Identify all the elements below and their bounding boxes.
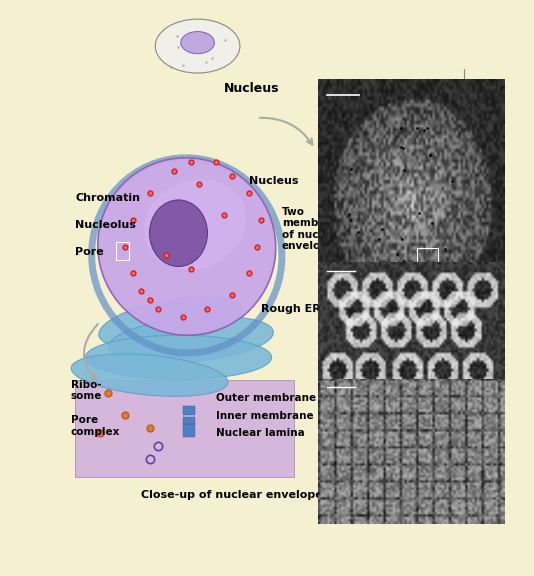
Text: 1 μm: 1 μm	[323, 119, 348, 129]
Text: Inner membrane: Inner membrane	[216, 411, 313, 420]
Ellipse shape	[71, 354, 228, 396]
Bar	[417, 248, 438, 269]
Ellipse shape	[98, 158, 276, 335]
Ellipse shape	[144, 179, 246, 270]
Bar	[116, 242, 129, 260]
Bar	[183, 424, 195, 437]
Ellipse shape	[99, 296, 241, 347]
Text: Pore complexes (TEM): Pore complexes (TEM)	[338, 393, 469, 403]
Ellipse shape	[155, 19, 240, 73]
Bar	[183, 417, 195, 424]
Text: Pore: Pore	[75, 247, 104, 256]
Text: Outer membrane: Outer membrane	[216, 393, 316, 403]
Text: Two
membranes
of nuclear
envelope: Two membranes of nuclear envelope	[282, 207, 351, 251]
Text: Nuclear lamina (TEM): Nuclear lamina (TEM)	[338, 479, 465, 490]
Ellipse shape	[85, 335, 272, 380]
Text: Pore
complex: Pore complex	[71, 415, 120, 437]
Bar	[75, 380, 294, 477]
Text: Nucleus: Nucleus	[249, 176, 299, 185]
Text: Nucleus: Nucleus	[224, 82, 279, 96]
Text: Nucleolus: Nucleolus	[75, 220, 136, 230]
Text: Chromatin: Chromatin	[75, 194, 140, 203]
Text: 0.25 μm: 0.25 μm	[321, 252, 362, 262]
Bar	[183, 406, 195, 415]
Text: Close-up of nuclear envelope: Close-up of nuclear envelope	[141, 491, 323, 501]
Text: Nuclear lamina: Nuclear lamina	[216, 429, 304, 438]
Ellipse shape	[180, 32, 215, 54]
Text: Rough ER: Rough ER	[261, 304, 321, 314]
Ellipse shape	[108, 316, 273, 363]
Ellipse shape	[150, 200, 208, 267]
Text: Surface of nuclear
envelope: Surface of nuclear envelope	[338, 324, 446, 346]
Text: 1 μm: 1 μm	[323, 350, 348, 359]
Text: Ribo-
some: Ribo- some	[71, 380, 103, 401]
